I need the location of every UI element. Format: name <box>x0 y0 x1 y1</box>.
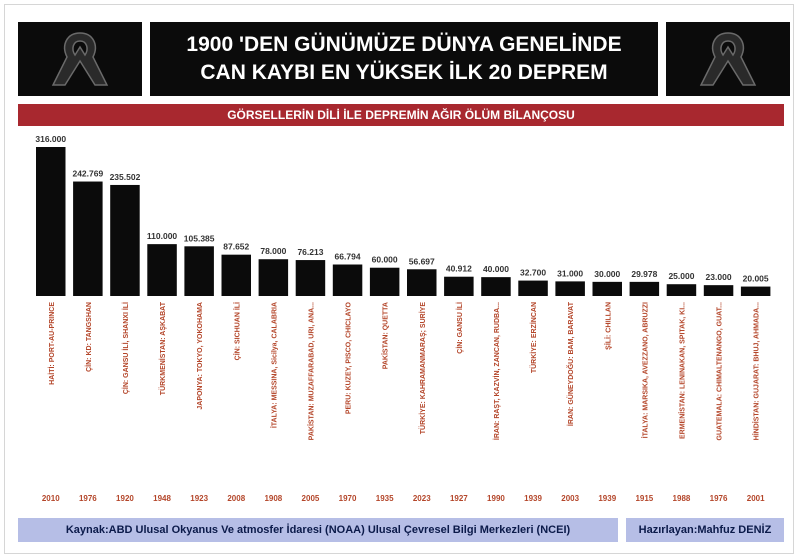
author-note: Hazırlayan:Mahfuz DENİZ <box>626 518 784 542</box>
year-label: 1939 <box>598 494 616 503</box>
bar <box>36 147 66 296</box>
year-label: 1948 <box>153 494 171 503</box>
value-label: 105.385 <box>184 233 215 243</box>
bar <box>481 277 511 296</box>
bar <box>592 281 622 296</box>
bar <box>147 244 177 296</box>
value-label: 110.000 <box>147 231 178 241</box>
bar <box>221 254 251 296</box>
black-ribbon-icon <box>699 32 757 86</box>
year-label: 2003 <box>561 494 579 503</box>
category-label: PERU: KUZEY, PISCO, CHICLAYO <box>346 301 353 414</box>
bar <box>258 259 289 296</box>
category-label: HAİTİ: PORT-AU-PRINCE <box>48 302 56 385</box>
left-ribbon-panel <box>18 22 142 96</box>
year-label: 1939 <box>524 494 542 503</box>
category-label: GUATEMALA: CHIMALTENANGO, GUAT... <box>717 302 724 440</box>
value-label: 316.000 <box>35 134 66 144</box>
bar <box>407 269 437 296</box>
category-label: İTALYA: MARSIKA, AVEZZANO, ABRUZZI <box>641 302 649 438</box>
category-label: PAKİSTAN: QUETTA <box>382 302 390 369</box>
category-label: İRAN: GÜNEYDOĞU: BAM, BARAVAT <box>566 301 575 426</box>
category-label: ÇİN: GANSU İLİ, SHANXI İLİ <box>122 302 130 394</box>
right-ribbon-panel <box>666 22 790 96</box>
year-label: 1976 <box>710 494 728 503</box>
value-label: 235.502 <box>110 172 141 182</box>
year-label: 1908 <box>264 494 282 503</box>
bar <box>184 246 214 296</box>
title-panel: 1900 'DEN GÜNÜMÜZE DÜNYA GENELİNDE CAN K… <box>150 22 658 96</box>
year-label: 1976 <box>79 494 97 503</box>
year-label: 1970 <box>339 494 357 503</box>
value-label: 30.000 <box>594 269 620 279</box>
category-label: TÜRKİYE: KAHRAMANMARAŞ; SURİYE <box>418 302 427 435</box>
year-label: 1915 <box>635 494 653 503</box>
value-label: 25.000 <box>668 271 694 281</box>
category-label: ÇİN: GANSU İLİ <box>456 302 464 354</box>
source-note: Kaynak:ABD Ulusal Okyanus Ve atmosfer İd… <box>18 518 618 542</box>
year-label: 1923 <box>190 494 208 503</box>
value-label: 87.652 <box>223 242 249 252</box>
bar <box>332 264 363 296</box>
category-label: ERMENİSTAN: LENINAKAN, SPITAK, KI... <box>678 302 686 439</box>
value-label: 29.978 <box>631 269 657 279</box>
category-label: İRAN: RAŞT, KAZVİN, ZANCAN, RUDBA... <box>493 302 501 440</box>
year-label: 1990 <box>487 494 505 503</box>
category-label: ÇİN: KD: TANGSHAN <box>85 302 93 372</box>
year-label: 2005 <box>302 494 320 503</box>
year-label: 2010 <box>42 494 60 503</box>
category-label: İTALYA: MESSINA, Sicilya, CALABRIA <box>270 302 278 428</box>
value-label: 31.000 <box>557 268 583 278</box>
bar <box>73 181 103 296</box>
year-label: 1988 <box>673 494 691 503</box>
chart-frame <box>4 4 794 554</box>
value-label: 23.000 <box>706 272 732 282</box>
value-label: 32.700 <box>520 268 546 278</box>
chart-subtitle: GÖRSELLERİN DİLİ İLE DEPREMİN AĞIR ÖLÜM … <box>18 104 784 126</box>
bar <box>444 276 474 296</box>
category-label: ÇİN: SICHUAN İLİ <box>233 302 241 360</box>
category-label: TÜRKİYE: ERZİNCAN <box>529 302 538 373</box>
value-label: 40.000 <box>483 264 509 274</box>
value-label: 60.000 <box>372 255 398 265</box>
value-label: 56.697 <box>409 256 435 266</box>
bar <box>740 286 771 296</box>
black-ribbon-icon <box>51 32 109 86</box>
bar <box>666 284 697 296</box>
bar <box>703 285 734 296</box>
title-line-1: 1900 'DEN GÜNÜMÜZE DÜNYA GENELİNDE <box>186 33 622 56</box>
value-label: 66.794 <box>335 252 361 262</box>
value-label: 20.005 <box>743 274 769 284</box>
bar <box>295 260 326 296</box>
category-label: PAKİSTAN: MUZAFFARABAD, URI, ANA... <box>307 302 315 440</box>
category-label: TÜRKMENİSTAN: AŞKABAT <box>158 301 167 395</box>
category-label: ŞİLİ: CHILLAN <box>604 302 612 350</box>
bar <box>369 267 400 296</box>
value-label: 76.213 <box>297 247 323 257</box>
value-label: 78.000 <box>260 246 286 256</box>
year-label: 2001 <box>747 494 765 503</box>
value-label: 242.769 <box>72 169 103 179</box>
bar <box>629 281 660 296</box>
year-label: 1935 <box>376 494 394 503</box>
year-label: 1920 <box>116 494 134 503</box>
category-label: HİNDİSTAN: GUJARAT: BHUJ, AHMADA... <box>753 302 761 440</box>
value-label: 40.912 <box>446 264 472 274</box>
year-label: 2023 <box>413 494 431 503</box>
title-line-2: CAN KAYBI EN YÜKSEK İLK 20 DEPREM <box>200 61 608 84</box>
year-label: 1927 <box>450 494 468 503</box>
bar <box>110 184 140 296</box>
bar <box>518 280 548 296</box>
year-label: 2008 <box>227 494 245 503</box>
category-label: JAPONYA: TOKYO, YOKOHAMA <box>197 302 204 410</box>
bar <box>555 281 585 296</box>
